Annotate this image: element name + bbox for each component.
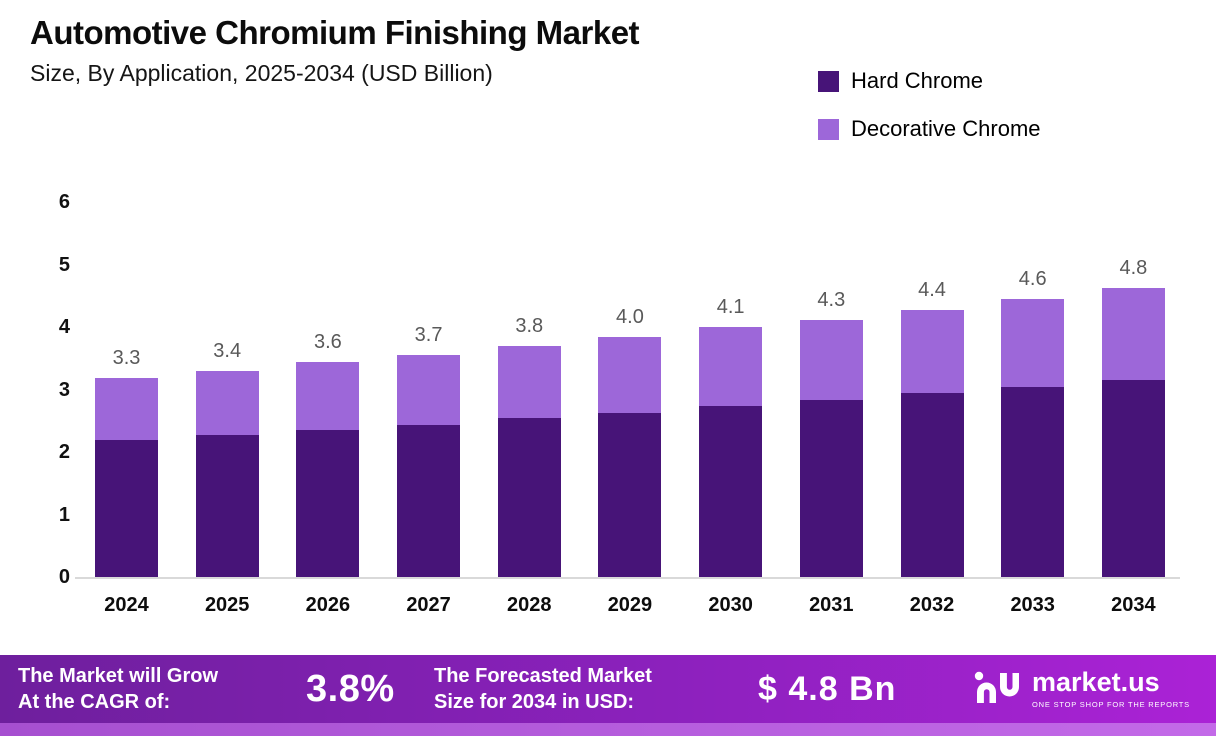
y-tick-3: 3 xyxy=(58,378,70,401)
bar-segment-decorative-chrome xyxy=(195,370,259,435)
y-tick-1: 1 xyxy=(58,503,70,526)
bar-segment-hard-chrome xyxy=(598,412,662,577)
bar-total-label: 3.3 xyxy=(112,347,141,370)
legend-item-hard-chrome: Hard Chrome xyxy=(818,68,1041,94)
x-axis-labels: 2024 2025 2026 2027 2028 2029 2030 2031 2032 2033… xyxy=(95,594,1165,617)
bar-segment-hard-chrome xyxy=(1101,380,1165,577)
bar-segment-decorative-chrome xyxy=(397,354,461,425)
bar-total-label: 4.1 xyxy=(716,296,745,318)
y-tick-5: 5 xyxy=(58,253,70,276)
bar-segment-decorative-chrome xyxy=(900,309,964,394)
bar-total-label: 3.7 xyxy=(414,323,443,346)
legend-swatch xyxy=(818,118,839,140)
bar-segment-hard-chrome xyxy=(397,424,461,577)
bar-group-2030: 4.1 xyxy=(699,202,763,577)
bar-total-label: 4.0 xyxy=(616,306,644,328)
y-tick-4: 4 xyxy=(58,316,70,338)
bar-segment-hard-chrome xyxy=(296,429,360,577)
bar-group-2029: 4.0 xyxy=(598,202,662,577)
x-tick-2029: 2029 xyxy=(607,594,653,616)
bar-segment-hard-chrome xyxy=(799,400,863,577)
forecast-label: The Forecasted Market Size for 2034 in U… xyxy=(434,663,746,715)
cagr-value: 3.8% xyxy=(306,667,395,710)
brand-text: market.us ONE STOP SHOP FOR THE REPORTS xyxy=(1032,667,1190,710)
bar-group-2033: 4.6 xyxy=(1001,202,1065,577)
y-tick-2: 2 xyxy=(58,441,70,463)
x-tick-2028: 2028 xyxy=(507,594,552,616)
page-title: Automotive Chromium Finishing Market xyxy=(30,14,640,51)
forecast-label-line1: The Forecasted Market xyxy=(434,665,652,687)
x-tick-2033: 2033 xyxy=(1010,594,1055,616)
bar-segment-decorative-chrome xyxy=(95,378,158,440)
bar-segment-decorative-chrome xyxy=(598,337,662,413)
bar-segment-decorative-chrome xyxy=(799,319,863,401)
bar-segment-hard-chrome xyxy=(95,439,158,577)
legend-swatch xyxy=(818,70,839,92)
bar-segment-hard-chrome xyxy=(195,434,259,577)
bar-total-label: 4.8 xyxy=(1119,256,1148,279)
bar-segment-decorative-chrome xyxy=(497,345,561,419)
bar-segment-hard-chrome xyxy=(1001,387,1065,577)
bar-total-label: 3.6 xyxy=(313,331,342,353)
marketus-logo-icon xyxy=(974,669,1020,710)
y-axis-labels: 0 1 2 3 4 5 6 xyxy=(38,191,70,588)
bar-total-label: 4.6 xyxy=(1018,267,1047,290)
brand-tagline: ONE STOP SHOP FOR THE REPORTS xyxy=(1032,700,1190,709)
x-axis-line xyxy=(75,577,1180,579)
x-tick-2030: 2030 xyxy=(708,594,753,616)
x-tick-2027: 2027 xyxy=(406,594,451,616)
x-tick-2024: 2024 xyxy=(104,594,149,616)
bar-total-label: 3.4 xyxy=(213,339,242,362)
forecast-label-line2: Size for 2034 in USD: xyxy=(434,691,635,713)
footer-accent-strip xyxy=(0,723,1216,736)
bar-group-2025: 3.4 xyxy=(195,202,259,577)
bar-group-2026: 3.6 xyxy=(296,202,360,577)
bar-group-2032: 4.4 xyxy=(900,202,964,577)
bar-segment-hard-chrome xyxy=(699,406,763,577)
x-tick-2032: 2032 xyxy=(909,594,955,616)
bar-total-label: 3.8 xyxy=(515,314,544,337)
legend-label: Decorative Chrome xyxy=(851,116,1041,141)
cagr-label-line1: The Market will Grow xyxy=(18,665,219,687)
legend-label: Hard Chrome xyxy=(851,68,984,93)
x-tick-2025: 2025 xyxy=(204,594,250,616)
cagr-label: The Market will Grow At the CAGR of: xyxy=(18,663,306,715)
bar-segment-hard-chrome xyxy=(497,418,561,577)
forecast-value: $ 4.8 Bn xyxy=(758,669,897,708)
page-subtitle: Size, By Application, 2025-2034 (USD Bil… xyxy=(30,60,493,86)
bar-segment-decorative-chrome xyxy=(1101,287,1165,381)
bar-group-2027: 3.7 xyxy=(397,202,461,577)
brand-name: market.us xyxy=(1032,667,1160,697)
legend-item-decorative-chrome: Decorative Chrome xyxy=(818,116,1041,142)
bar-segment-decorative-chrome xyxy=(699,327,763,407)
footer-banner: The Market will Grow At the CAGR of: 3.8… xyxy=(0,655,1216,736)
bar-group-2034: 4.8 xyxy=(1101,202,1165,577)
legend: Hard Chrome Decorative Chrome xyxy=(818,68,1041,142)
x-tick-2031: 2031 xyxy=(809,594,854,616)
bar-group-2031: 4.3 xyxy=(799,202,863,577)
bar-segment-decorative-chrome xyxy=(1001,298,1065,387)
bar-group-2024: 3.3 xyxy=(95,202,158,577)
chart-header: Automotive Chromium Finishing Market Siz… xyxy=(30,14,640,87)
bar-segment-decorative-chrome xyxy=(296,362,360,430)
bar-total-label: 4.3 xyxy=(817,288,846,311)
footer-main: The Market will Grow At the CAGR of: 3.8… xyxy=(0,655,1216,723)
bar-segment-hard-chrome xyxy=(900,393,964,577)
x-tick-2026: 2026 xyxy=(305,594,351,616)
bar-group-2028: 3.8 xyxy=(497,202,561,577)
cagr-label-line2: At the CAGR of: xyxy=(18,691,171,713)
y-tick-0: 0 xyxy=(58,566,70,588)
plot: 3.3 3.4 3.6 3.7 3.8 4.0 4.1 4.3 4.4 4.6 4.8 xyxy=(95,202,1165,577)
brand-block: market.us ONE STOP SHOP FOR THE REPORTS xyxy=(974,669,1198,710)
x-tick-2034: 2034 xyxy=(1111,594,1156,616)
y-tick-6: 6 xyxy=(58,191,70,213)
bar-total-label: 4.4 xyxy=(918,278,946,301)
